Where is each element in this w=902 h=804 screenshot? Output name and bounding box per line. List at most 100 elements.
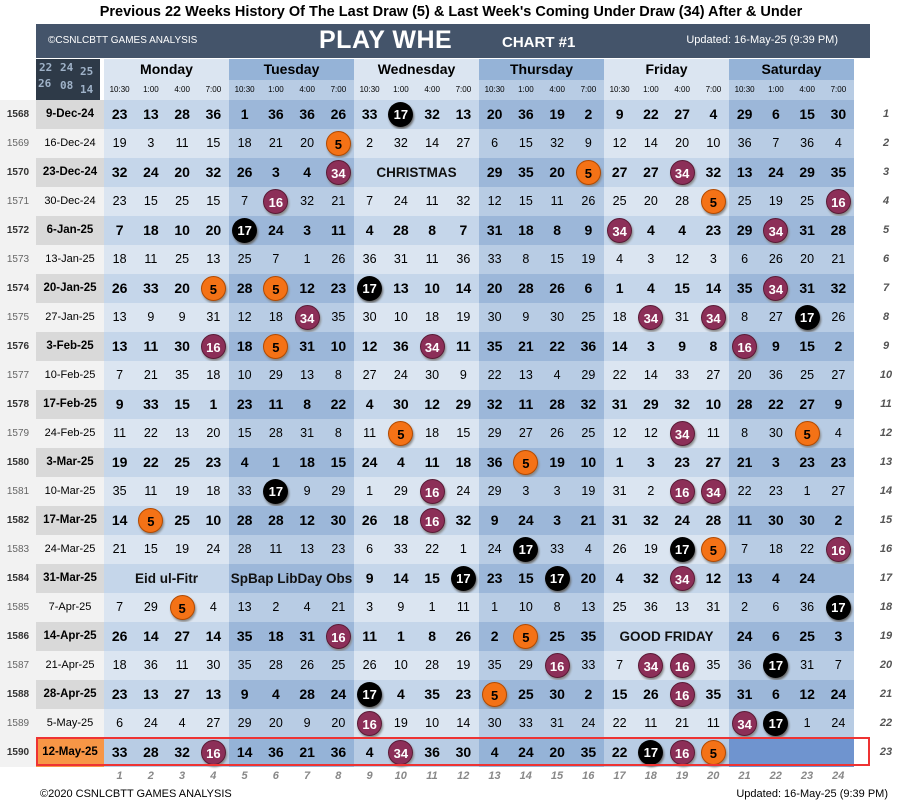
draw-cell: 11: [644, 716, 658, 730]
draw-cell: 22: [800, 542, 815, 556]
week-date: 23-Dec-24: [36, 158, 104, 187]
draw-cell: 8: [334, 368, 342, 382]
draw-cell: 11: [363, 426, 377, 440]
draw-cell: 3: [366, 600, 374, 614]
draw-cell: 7: [116, 600, 124, 614]
draw-cell: 25: [799, 628, 815, 644]
draw-cell: 26: [236, 164, 253, 180]
draw-cell: 15: [518, 136, 533, 150]
draw-cell: 21: [580, 512, 597, 528]
highlighted-number-17: 17: [513, 537, 539, 562]
draw-cell: 15: [330, 454, 347, 470]
draw-cell: 27: [518, 426, 533, 440]
draw-cell: 20: [205, 222, 222, 238]
week-date: 5-May-25: [36, 709, 104, 738]
day-band: [604, 622, 729, 651]
draw-number: 1588: [0, 680, 36, 709]
draw-cell: 36: [737, 658, 752, 672]
row-index: 3: [882, 166, 890, 178]
day-band: [229, 680, 354, 709]
draw-cell: 3: [553, 512, 562, 528]
time-label: 7:00: [330, 85, 347, 94]
draw-cell: 9: [365, 570, 374, 586]
draw-cell: 4: [646, 222, 655, 238]
column-number: 16: [582, 770, 595, 782]
draw-cell: 21: [268, 136, 283, 150]
draw-cell: 27: [362, 368, 377, 382]
draw-cell: 4: [553, 368, 561, 382]
day-band: [104, 390, 229, 419]
draw-cell: 36: [643, 600, 658, 614]
draw-cell: 11: [144, 252, 158, 266]
draw-cell: 24: [393, 194, 408, 208]
draw-cell: 13: [518, 368, 533, 382]
draw-cell: 6: [584, 280, 593, 296]
draw-cell: 4: [616, 252, 624, 266]
day-band: [479, 738, 604, 767]
day-band: [229, 709, 354, 738]
table-row: 1584 31-Mar-25 Eid ul-Fitr SpBap LibDay Obs…: [0, 564, 902, 593]
draw-cell: 6: [741, 252, 749, 266]
week-date: 7-Apr-25: [36, 593, 104, 622]
draw-cell: 25: [581, 310, 596, 324]
day-header-wednesday: Wednesday: [354, 59, 479, 80]
draw-cell: 30: [174, 338, 190, 354]
day-band: [729, 506, 854, 535]
draw-cell: 19: [175, 484, 190, 498]
draw-cell: 22: [612, 716, 627, 730]
column-number: 17: [613, 770, 626, 782]
draw-cell: 1: [615, 454, 624, 470]
day-band: [479, 245, 604, 274]
draw-cell: 4: [646, 280, 655, 296]
highlighted-number-16: 16: [263, 189, 289, 214]
draw-cell: 4: [365, 744, 374, 760]
draw-cell: 3: [522, 484, 530, 498]
time-label: 10:30: [234, 85, 255, 94]
draw-cell: 19: [456, 310, 471, 324]
day-band: [229, 564, 354, 593]
draw-cell: 9: [584, 136, 592, 150]
highlighted-number-5: 5: [700, 537, 726, 562]
draw-cell: 13: [143, 686, 159, 702]
draw-cell: 28: [675, 194, 690, 208]
draw-cell: 35: [487, 658, 502, 672]
draw-cell: 35: [736, 280, 753, 296]
draw-cell: 33: [487, 252, 502, 266]
draw-cell: 27: [611, 164, 628, 180]
draw-cell: 13: [143, 106, 159, 122]
table-row: 1582 17-Mar-25 14 5 25 10 28 28 12 30 26 18 16 32 9 24 3…: [0, 506, 902, 535]
day-band: [479, 187, 604, 216]
draw-cell: 24: [831, 716, 846, 730]
draw-cell: 6: [771, 628, 780, 644]
time-header: 10:30 1:00 4:00 7:00: [479, 80, 604, 100]
draw-cell: 22: [143, 454, 159, 470]
day-band: [729, 448, 854, 477]
draw-cell: 24: [581, 716, 596, 730]
time-label: 1:00: [518, 85, 534, 94]
week-date: 21-Apr-25: [36, 651, 104, 680]
day-band: [479, 303, 604, 332]
highlighted-number-34: 34: [700, 479, 726, 504]
day-band: [729, 245, 854, 274]
row-index: 2: [882, 137, 890, 149]
row-index: 11: [880, 398, 892, 410]
draw-cell: 29: [643, 396, 659, 412]
draw-cell: 6: [116, 716, 124, 730]
draw-cell: 35: [236, 628, 253, 644]
draw-cell: 11: [175, 136, 189, 150]
highlighted-number-17: 17: [794, 305, 820, 330]
draw-cell: 26: [330, 106, 347, 122]
day-band: [604, 593, 729, 622]
column-number: 12: [457, 770, 470, 782]
row-index: 1: [882, 108, 890, 120]
draw-cell: 32: [205, 164, 222, 180]
row-index: 17: [879, 572, 893, 584]
day-band: [354, 738, 479, 767]
row-index: 16: [879, 543, 893, 555]
column-number: 10: [394, 770, 407, 782]
highlighted-number-5: 5: [263, 334, 289, 359]
draw-number: 1586: [0, 622, 36, 651]
day-band: [229, 593, 354, 622]
draw-cell: 12: [237, 310, 252, 324]
draw-cell: 21: [331, 600, 346, 614]
